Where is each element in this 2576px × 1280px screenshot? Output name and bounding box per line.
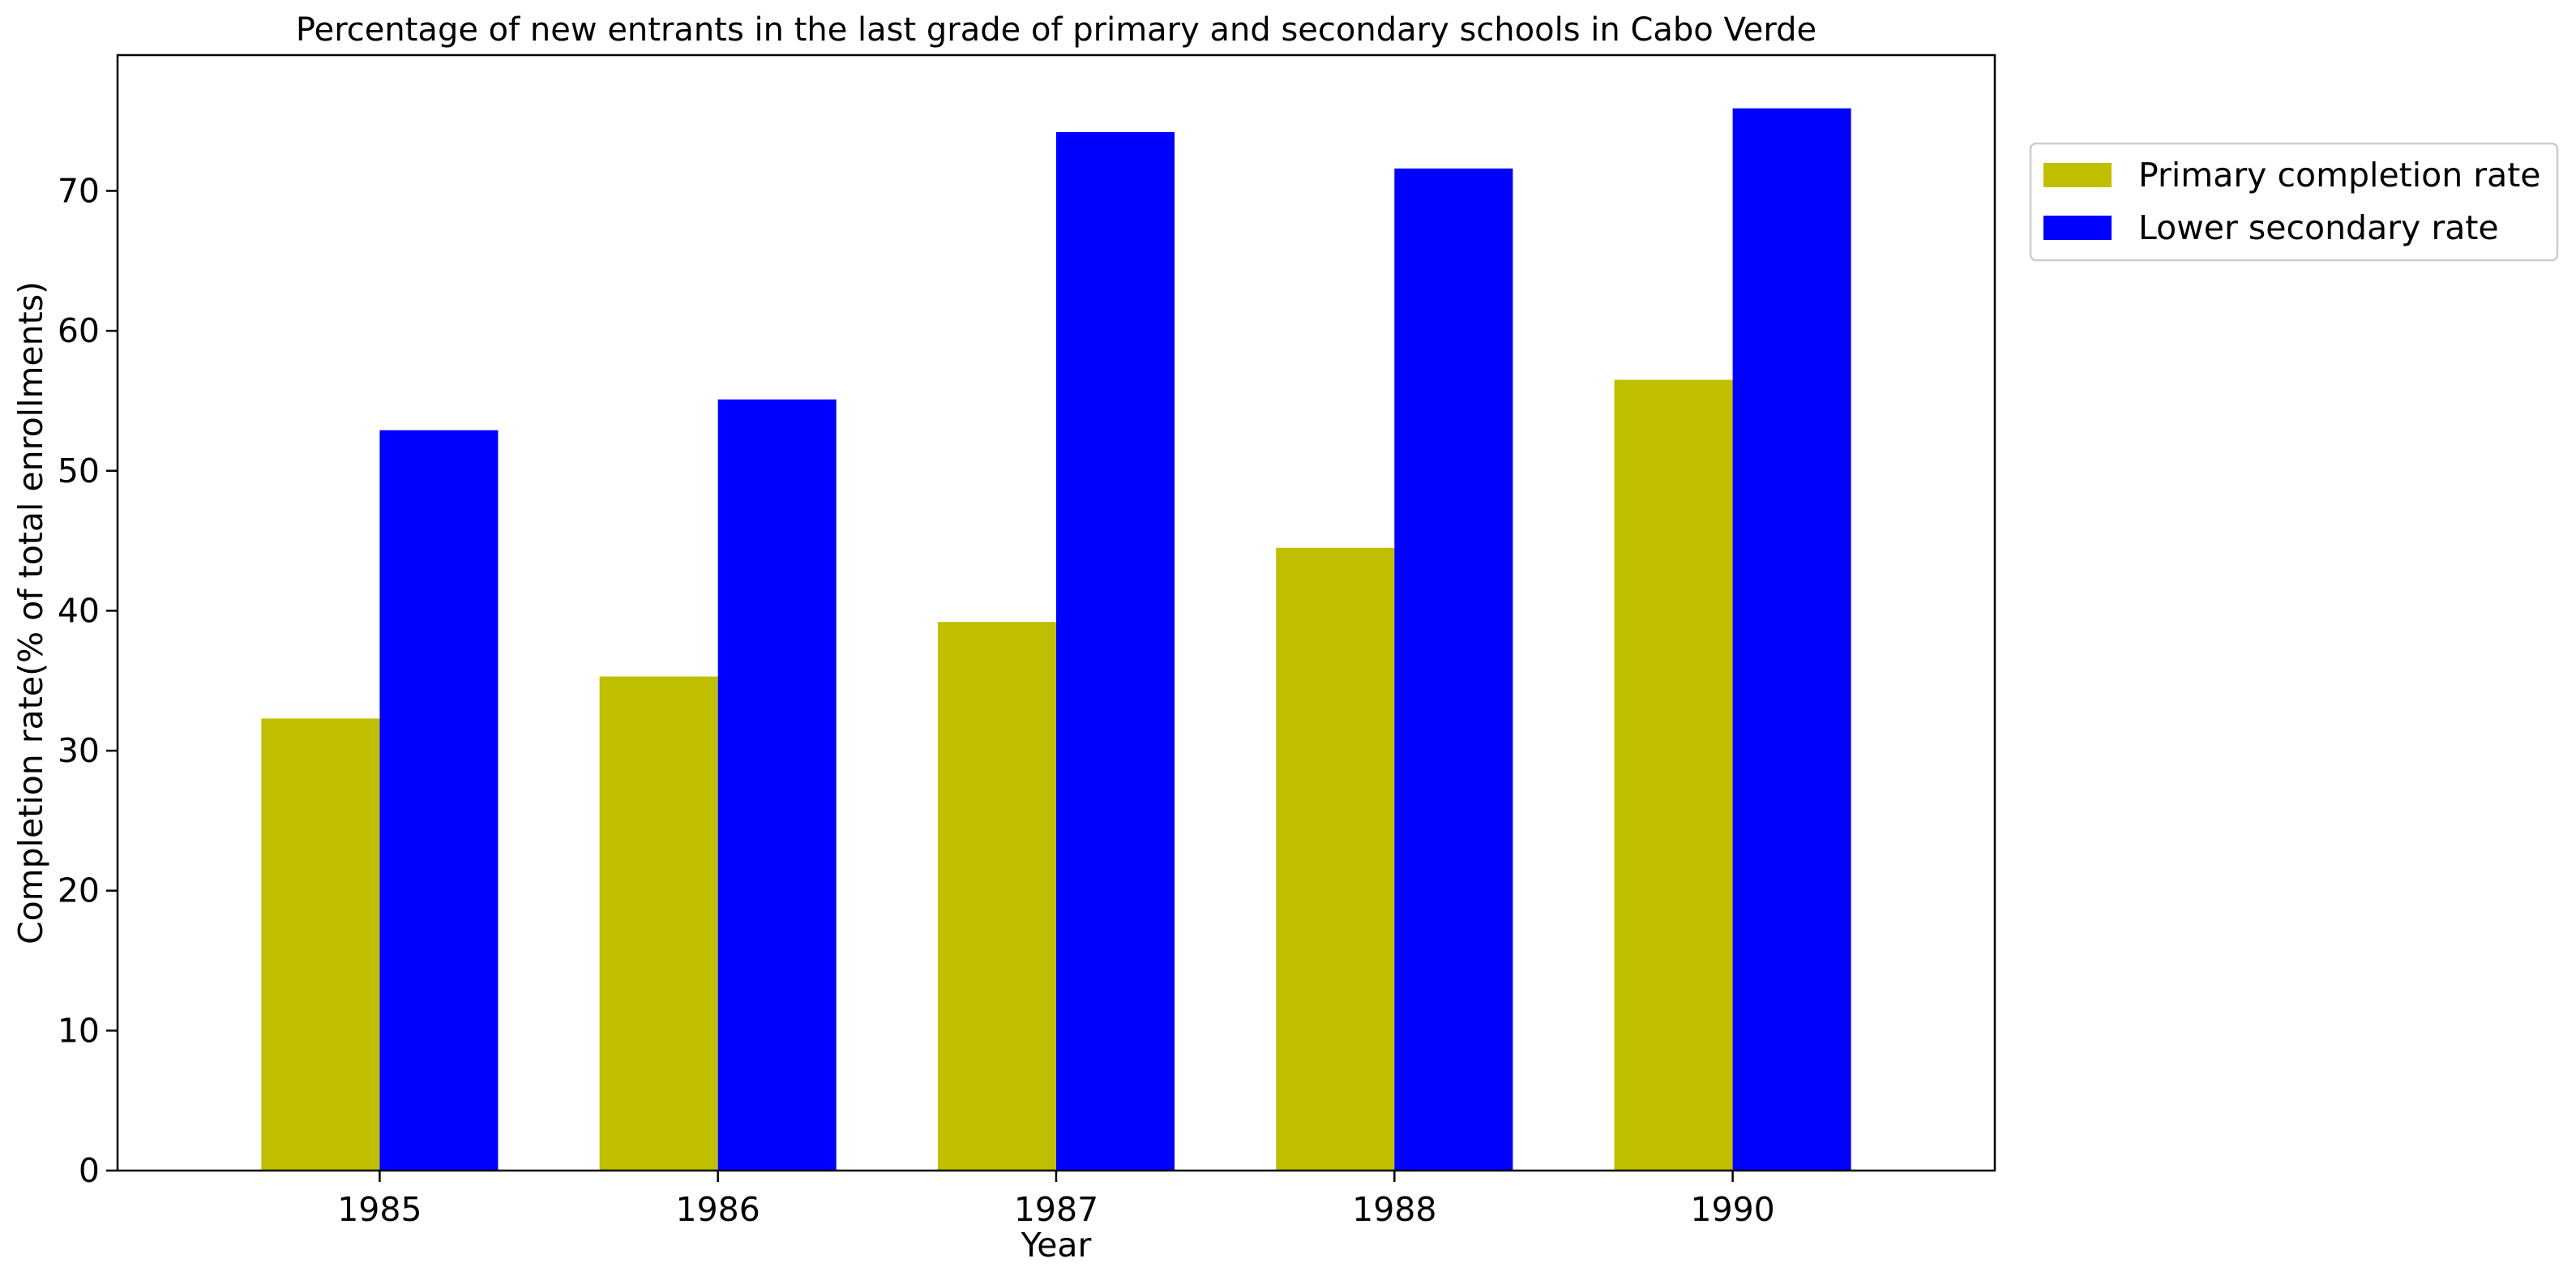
legend-label-primary: Primary completion rate [2138, 156, 2541, 195]
y-tick-label-10: 10 [58, 1011, 100, 1050]
y-tick-label-30: 30 [58, 731, 100, 770]
x-axis-title: Year [1021, 1226, 1092, 1265]
bar-primary-completion-rate-1985 [261, 718, 380, 1171]
bar-primary-completion-rate-1990 [1614, 379, 1733, 1171]
y-tick-label-70: 70 [58, 171, 100, 210]
y-tick-label-0: 0 [79, 1151, 100, 1190]
bars-layer [261, 108, 1851, 1171]
x-tick-label-1990: 1990 [1690, 1190, 1774, 1229]
y-tick-label-40: 40 [58, 591, 100, 630]
bar-lower-secondary-rate-1985 [379, 430, 499, 1171]
chart-title: Percentage of new entrants in the last g… [296, 11, 1816, 49]
y-tick-label-20: 20 [58, 871, 100, 910]
y-tick-label-50: 50 [58, 452, 100, 490]
bar-lower-secondary-rate-1988 [1394, 168, 1513, 1171]
x-tick-label-1986: 1986 [676, 1190, 760, 1229]
bar-lower-secondary-rate-1990 [1732, 108, 1851, 1171]
x-tick-label-1985: 1985 [337, 1190, 421, 1229]
y-axis-title: Completion rate(% of total enrollments) [11, 281, 50, 944]
x-tick-label-1988: 1988 [1352, 1190, 1436, 1229]
legend-frame [2029, 142, 2559, 262]
y-tick-label-60: 60 [58, 311, 100, 350]
bar-primary-completion-rate-1986 [599, 676, 718, 1171]
x-tick-label-1987: 1987 [1014, 1190, 1098, 1229]
legend-swatch-primary [2043, 163, 2112, 187]
y-axis: 0 10 20 30 40 50 60 70 [58, 171, 118, 1190]
bar-primary-completion-rate-1987 [937, 622, 1056, 1171]
legend-swatch-lower-secondary [2043, 216, 2112, 240]
bar-primary-completion-rate-1988 [1276, 547, 1395, 1171]
plot-frame [116, 54, 1996, 1172]
legend-label-lower-secondary: Lower secondary rate [2138, 208, 2499, 247]
bar-lower-secondary-rate-1987 [1056, 131, 1175, 1171]
bar-lower-secondary-rate-1986 [717, 399, 837, 1171]
legend: Primary completion rate Lower secondary … [2029, 142, 2559, 262]
x-axis: 1985 1986 1987 1988 1990 [337, 1171, 1775, 1229]
